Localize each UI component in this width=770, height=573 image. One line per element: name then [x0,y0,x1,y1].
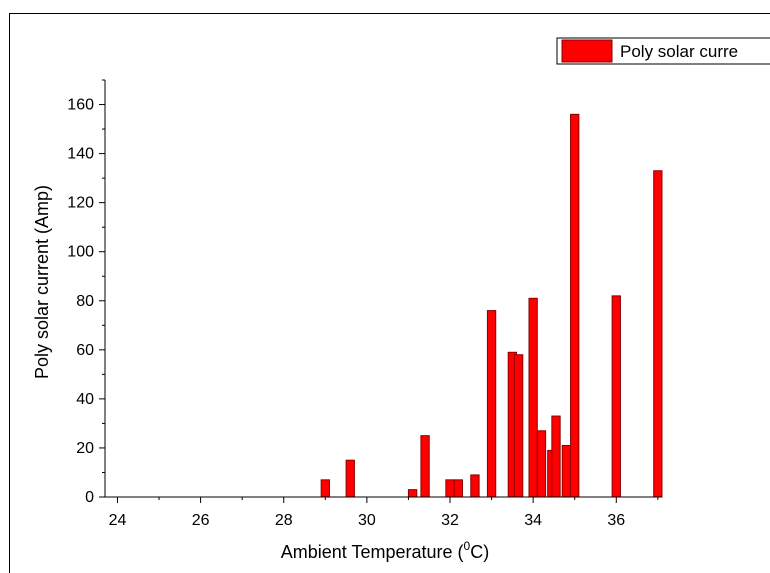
bar [528,297,538,498]
legend: Poly solar curre [556,37,770,65]
y-tick-label: 100 [67,244,94,261]
bar [513,354,524,498]
legend-swatch [561,39,613,63]
x-tick-label: 24 [109,512,127,529]
bar [445,479,455,498]
x-tick-label: 26 [192,512,210,529]
y-tick-label: 20 [76,440,94,457]
y-tick-label: 120 [67,195,94,212]
bar [561,444,572,498]
bar [486,310,497,498]
x-axis-label-tail: C) [470,542,489,562]
x-tick-label: 34 [524,512,542,529]
legend-label: Poly solar curre [620,42,738,61]
bar [345,459,355,498]
x-tick-label: 30 [358,512,376,529]
x-tick-label: 32 [441,512,459,529]
x-tick-label: 36 [607,512,625,529]
bar [320,479,330,498]
bar [551,415,561,498]
bars-group [320,113,663,498]
bar [536,430,547,498]
x-ticks-group: 24 26 28 30 32 34 36 [109,497,659,529]
y-tick-label: 60 [76,342,94,359]
y-tick-label: 80 [76,293,94,310]
y-tick-label: 0 [85,489,94,506]
bar [570,113,580,498]
bar [420,435,430,498]
bar [453,479,463,498]
x-axis-label-main: Ambient Temperature ( [281,542,464,562]
bar [470,474,480,498]
bar [407,489,418,498]
y-tick-label: 160 [67,97,94,114]
y-axis-label: Poly solar current (Amp) [32,185,52,379]
y-ticks-group: 0 20 40 60 80 100 120 140 160 [67,79,105,506]
x-tick-label: 28 [275,512,293,529]
x-axis-label: Ambient Temperature (0C) [281,539,489,562]
bar [611,295,621,498]
y-tick-label: 140 [67,146,94,163]
bar [653,170,663,498]
x-axis-label-superscript: 0 [464,539,471,553]
axes-group [104,80,662,498]
chart-frame [9,13,770,573]
y-tick-label: 40 [76,391,94,408]
